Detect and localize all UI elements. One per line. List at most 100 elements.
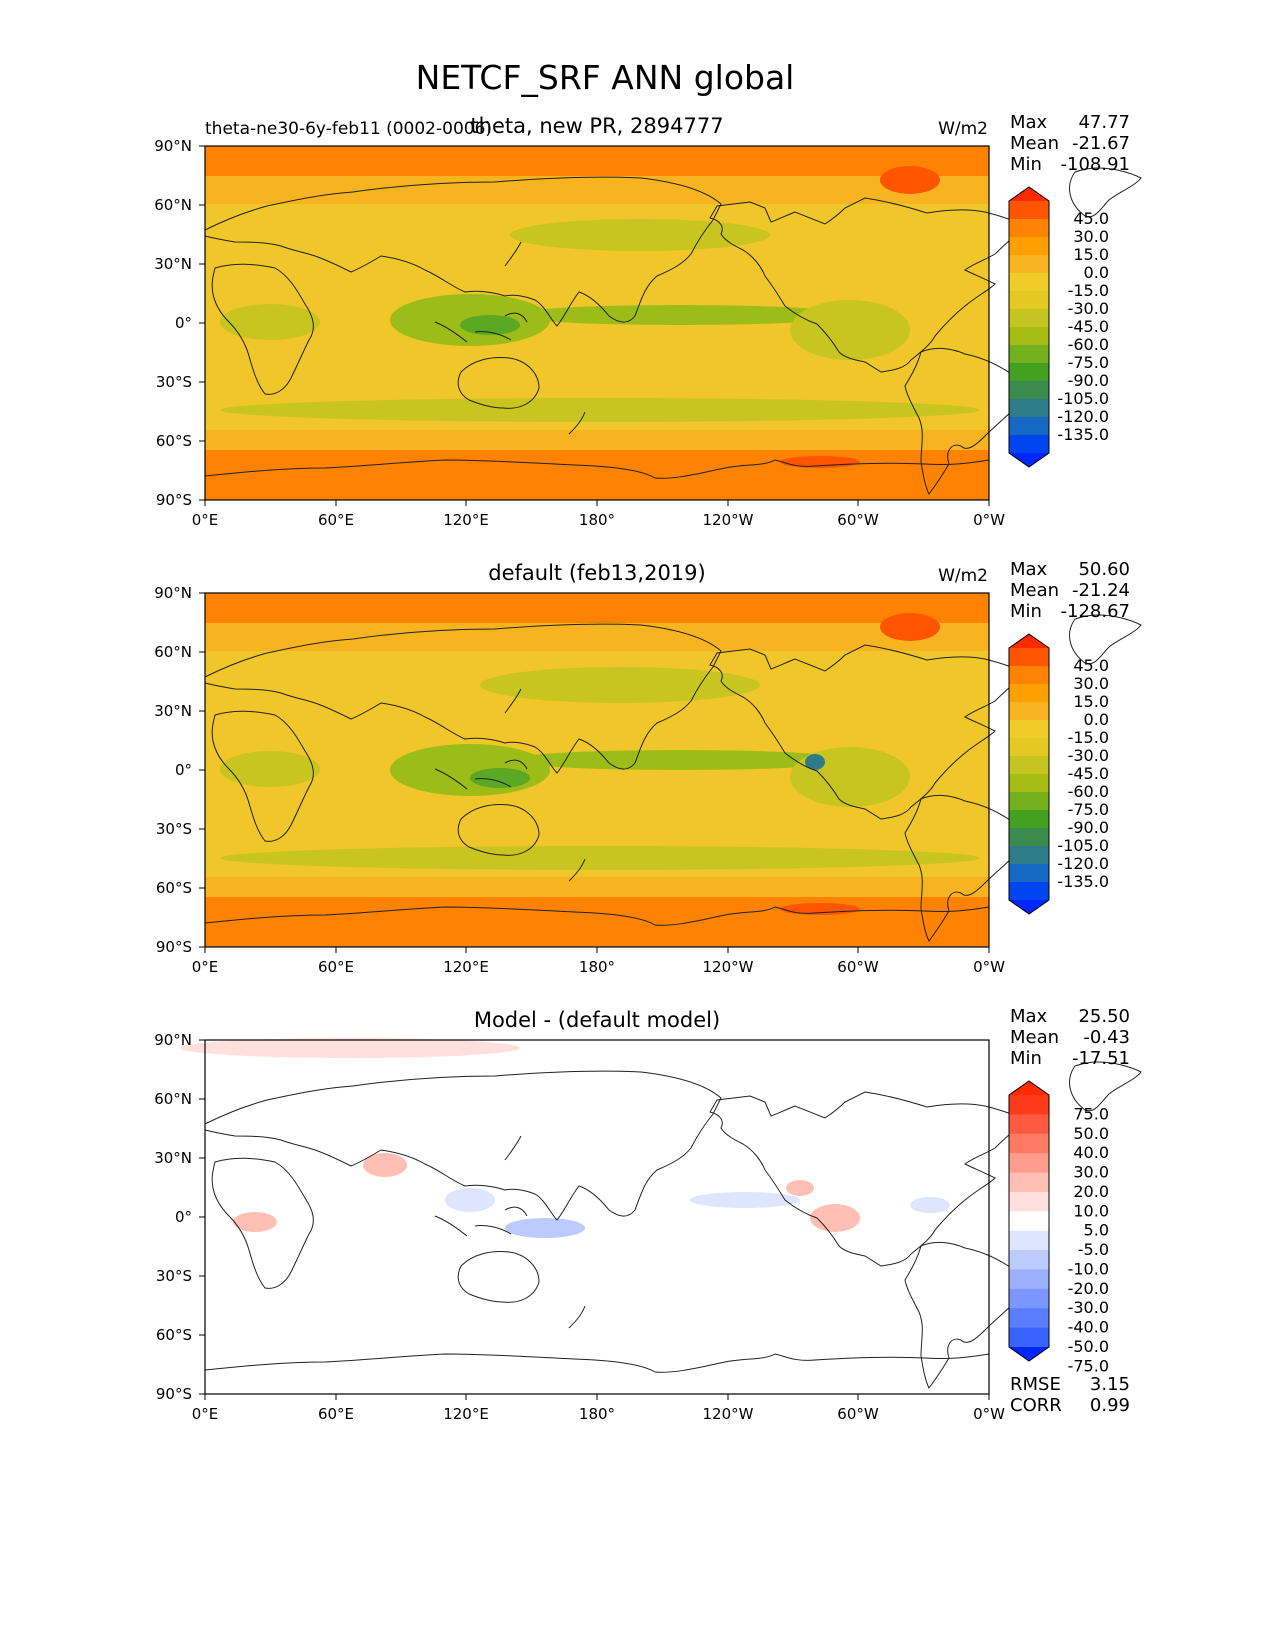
panel-2-colorbar-box-3 (1009, 702, 1049, 721)
panel-1-colorbar-box-0 (1009, 201, 1049, 220)
panel-1-colorbar-box-12 (1009, 417, 1049, 436)
panel-1-colorbar-box-4 (1009, 273, 1049, 292)
panel-2-colorbar-box-8 (1009, 792, 1049, 811)
panel-1-colorbar-box-3 (1009, 255, 1049, 274)
panel-2-x-tick-0: 0°E (192, 958, 219, 976)
panel-3-colorbar-extend-max (1009, 1081, 1049, 1095)
panel-3-africa-positive (233, 1212, 277, 1232)
panel-3-colorbar-box-8 (1009, 1250, 1049, 1270)
panel-3-title: Model - (default model) (474, 1008, 720, 1032)
panel-1-pacific-storm-track (510, 219, 770, 251)
panel-3-map (180, 1038, 1142, 1395)
panel-2-colorbar-label-8: -75.0 (1068, 800, 1109, 819)
panel-3-x-tick-0: 0°E (192, 1405, 219, 1423)
panel-1-colorbar-box-11 (1009, 399, 1049, 418)
panel-1-colorbar-label-3: 0.0 (1084, 263, 1109, 282)
panel-2: default (feb13,2019) W/m2 90°N 60°N 30°N (154, 559, 1142, 976)
panel-2-y-tick-4: 30°S (156, 820, 192, 838)
panel-3-colorbar-label-4: 20.0 (1073, 1182, 1109, 1201)
panel-3-colorbar-box-9 (1009, 1269, 1049, 1290)
panel-1-greenland-max (880, 166, 940, 194)
panel-3-y-ticks: 90°N 60°N 30°N 0° 30°S 60°S 90°S (154, 1031, 205, 1403)
panel-2-greenland-max (880, 613, 940, 641)
panel-2-colorbar-label-2: 15.0 (1073, 692, 1109, 711)
panel-3-colorbar-label-11: -40.0 (1068, 1318, 1109, 1337)
panel-2-colorbar-box-12 (1009, 864, 1049, 883)
panel-1-colorbar-label-8: -75.0 (1068, 353, 1109, 372)
panel-2-warm-pool (390, 744, 550, 796)
panel-3-y-tick-5: 60°S (156, 1326, 192, 1344)
panel-3-corr-value: 0.99 (1090, 1395, 1130, 1416)
panel-3-colorbar-box-4 (1009, 1172, 1049, 1193)
panel-3-x-tick-6: 0°W (973, 1405, 1005, 1423)
panel-3-rmse-label: RMSE (1010, 1374, 1061, 1395)
panel-3-colorbar-box-1 (1009, 1114, 1049, 1135)
panel-1-colorbar-box-13 (1009, 435, 1049, 454)
panel-2-antarctic-max (780, 903, 860, 915)
panel-1-x-tick-5: 60°W (837, 511, 879, 529)
panel-1-stats: Max 47.77 Mean -21.67 Min -108.91 (1010, 112, 1130, 175)
panel-2-pacific-storm-track (480, 667, 760, 703)
panel-1-amazon (790, 300, 910, 360)
panel-3-x-tick-5: 60°W (837, 1405, 879, 1423)
panel-1-stat-label-2: Min (1010, 154, 1042, 175)
panel-1-x-tick-3: 180° (579, 511, 615, 529)
panel-3-x-tick-2: 120°E (443, 1405, 489, 1423)
panel-3-stat-label-1: Mean (1010, 1027, 1059, 1048)
panel-2-colorbar-label-10: -105.0 (1057, 836, 1109, 855)
panel-2-y-tick-3: 0° (175, 761, 192, 779)
panel-3-y-tick-6: 90°S (156, 1385, 192, 1403)
panel-1-colorbar-box-9 (1009, 363, 1049, 382)
panel-2-colorbar-box-1 (1009, 666, 1049, 685)
panel-1-warm-pool-core (460, 315, 520, 335)
panel-3-stat-label-0: Max (1010, 1006, 1048, 1027)
panel-1-colorbar-box-6 (1009, 309, 1049, 328)
panel-3-colorbar-label-10: -30.0 (1068, 1298, 1109, 1317)
panel-2-colorbar-box-10 (1009, 828, 1049, 847)
panel-2-colorbar-label-4: -15.0 (1068, 728, 1109, 747)
panel-3-colorbar-label-5: 10.0 (1073, 1201, 1109, 1220)
panel-1-y-tick-0: 90°N (154, 137, 192, 155)
panel-2-north-polar-band (205, 593, 989, 623)
panel-3-colorbar-box-7 (1009, 1230, 1049, 1251)
panel-3-colorbar-box-2 (1009, 1133, 1049, 1154)
panel-2-colorbar-label-6: -45.0 (1068, 764, 1109, 783)
panel-1-left-title: theta-ne30-6y-feb11 (0002-0006) (205, 119, 492, 139)
panel-2-colorbar-box-9 (1009, 810, 1049, 829)
panel-1-antarctic-max (780, 456, 860, 468)
panel-2-amazon (790, 747, 910, 807)
panel-2-x-tick-3: 180° (579, 958, 615, 976)
panel-1-colorbar-box-2 (1009, 237, 1049, 256)
panel-3-maritime-negative (445, 1188, 495, 1212)
panel-2-colorbar-box-4 (1009, 720, 1049, 739)
panel-1-y-tick-2: 30°N (154, 255, 192, 273)
panel-1-y-tick-6: 90°S (156, 491, 192, 509)
panel-3-stat-label-2: Min (1010, 1048, 1042, 1069)
panel-1-itcz (510, 305, 850, 325)
panel-3-central-america-positive (786, 1180, 814, 1196)
panel-3-colorbar-box-12 (1009, 1327, 1049, 1348)
panel-3-stat-value-1: -0.43 (1083, 1027, 1130, 1048)
panel-3: Model - (default model) 90°N 60°N 30°N 0… (154, 1006, 1142, 1423)
panel-1-colorbar-label-5: -30.0 (1068, 299, 1109, 318)
panel-1-map (204, 145, 1142, 501)
panel-3-x-tick-1: 60°E (318, 1405, 354, 1423)
panel-3-colorbar-box-3 (1009, 1153, 1049, 1174)
panel-3-rmse-value: 3.15 (1090, 1374, 1130, 1395)
panel-3-y-tick-1: 60°N (154, 1090, 192, 1108)
panel-2-north-subpolar-band (205, 623, 989, 651)
panel-1-stat-value-1: -21.67 (1072, 133, 1130, 154)
panel-3-colorbar-box-5 (1009, 1191, 1049, 1212)
panel-2-stat-label-2: Min (1010, 601, 1042, 622)
panel-2-colorbar-box-13 (1009, 882, 1049, 901)
panel-2-x-tick-1: 60°E (318, 958, 354, 976)
panel-2-south-polar-band (205, 895, 989, 947)
panel-1-colorbar-extend-min (1009, 453, 1049, 467)
panel-1-colorbar-label-0: 45.0 (1073, 209, 1109, 228)
panel-2-colorbar-outline (1008, 633, 1050, 915)
panel-2-y-tick-0: 90°N (154, 584, 192, 602)
panel-2-x-tick-6: 0°W (973, 958, 1005, 976)
panel-1-north-polar-band (205, 146, 989, 176)
panel-3-corr-label: CORR (1010, 1395, 1062, 1416)
